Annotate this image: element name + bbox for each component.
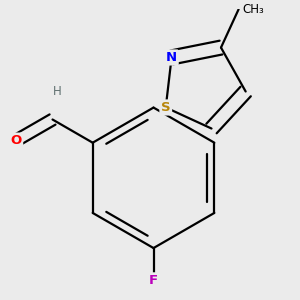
Text: F: F	[149, 274, 158, 287]
Text: CH₃: CH₃	[243, 3, 265, 16]
Text: O: O	[11, 134, 22, 147]
Text: N: N	[166, 51, 177, 64]
Text: S: S	[161, 101, 171, 114]
Text: H: H	[53, 85, 62, 98]
